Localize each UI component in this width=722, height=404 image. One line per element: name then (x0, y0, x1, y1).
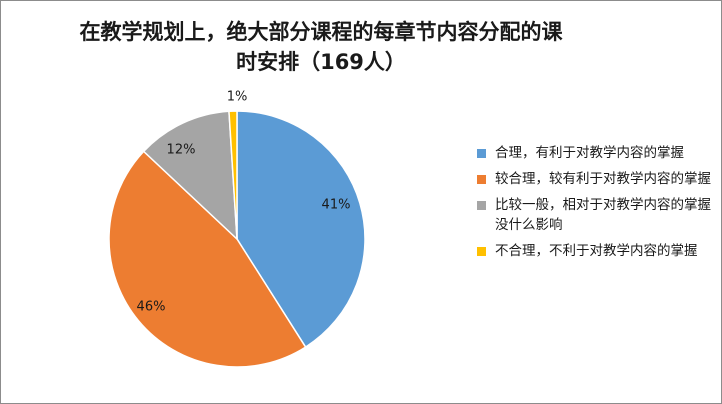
legend-item-average: 比较一般，相对于对教学内容的掌握没什么影响 (477, 195, 717, 235)
legend-swatch (477, 149, 486, 158)
chart-title: 在教学规划上，绝大部分课程的每章节内容分配的课 时安排（169人） (41, 17, 601, 77)
legend-label: 较合理，较有利于对教学内容的掌握 (495, 171, 711, 187)
data-label-average: 12% (167, 143, 196, 158)
data-label-fairly-reasonable: 46% (137, 300, 166, 315)
pie-slice-average (142, 110, 238, 241)
legend-label: 不合理，不利于对教学内容的掌握 (495, 243, 698, 259)
legend-swatch (477, 247, 486, 256)
legend-item-unreasonable: 不合理，不利于对教学内容的掌握 (477, 241, 717, 261)
pie-slice-unreasonable (228, 110, 238, 240)
data-label-reasonable: 41% (322, 198, 351, 213)
data-label-unreasonable: 1% (227, 90, 248, 105)
legend-swatch (477, 175, 486, 184)
legend-label: 比较一般，相对于对教学内容的掌握没什么影响 (495, 197, 711, 233)
chart-title-line-1: 在教学规划上，绝大部分课程的每章节内容分配的课 (79, 20, 563, 44)
legend-item-fairly-reasonable: 较合理，较有利于对教学内容的掌握 (477, 169, 717, 189)
pie-slice-fairly-reasonable (108, 150, 307, 368)
legend-item-reasonable: 合理，有利于对教学内容的掌握 (477, 143, 717, 163)
legend-label: 合理，有利于对教学内容的掌握 (495, 145, 684, 161)
chart-title-line-2: 时安排（169人） (236, 50, 406, 74)
legend-swatch (477, 201, 486, 210)
legend: 合理，有利于对教学内容的掌握 较合理，较有利于对教学内容的掌握 比较一般，相对于… (477, 143, 717, 267)
